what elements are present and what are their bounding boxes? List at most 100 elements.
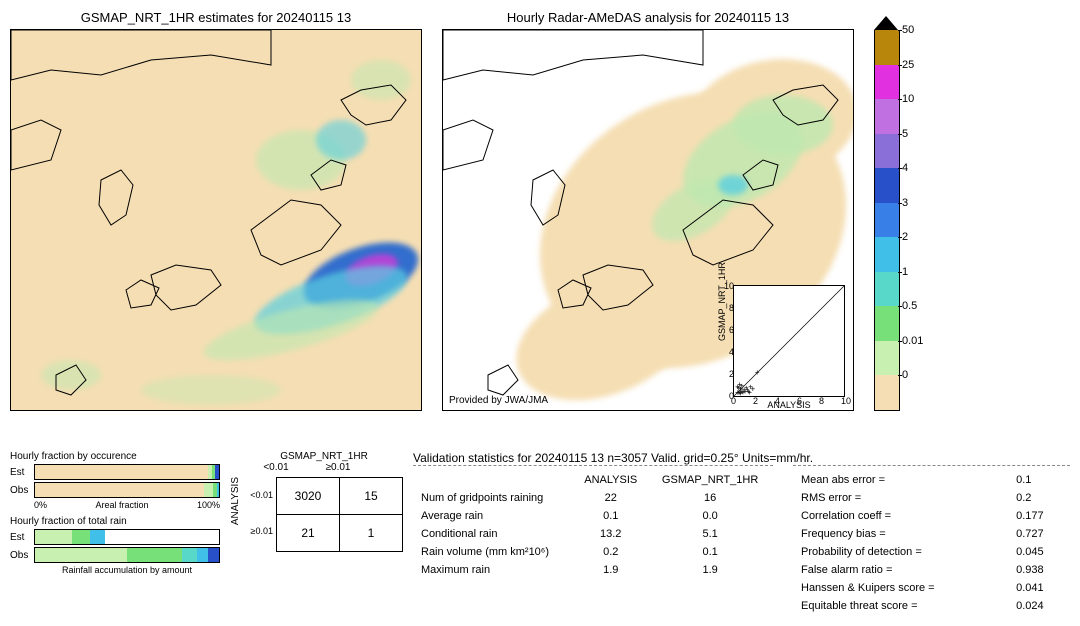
ct-cell-00: 3020 <box>277 478 340 515</box>
x-tick: 130°E <box>133 410 163 411</box>
left-map-panel: GSMAP_NRT_1HR estimates for 20240115 13 … <box>10 10 422 411</box>
stat-value-analysis: 1.9 <box>574 562 647 578</box>
stat-metric-value: 0.177 <box>1010 508 1068 524</box>
colorbar-segment <box>874 134 900 169</box>
contingency-row-header: ANALYSIS <box>230 477 241 525</box>
svg-text:+: + <box>755 368 760 377</box>
totalrain-title: Hourly fraction of total rain <box>10 516 220 527</box>
stat-label: Maximum rain <box>415 562 572 578</box>
x-tick: 140°E <box>269 410 299 411</box>
stat-metric-label: Probability of detection = <box>795 544 1008 560</box>
colorbar-segment <box>874 341 900 376</box>
occurrence-title: Hourly fraction by occurence <box>10 451 220 462</box>
colorbar-tick: 25 <box>902 59 914 71</box>
fraction-row-label: Obs <box>10 550 34 561</box>
right-map-panel: Hourly Radar-AMeDAS analysis for 2024011… <box>442 10 854 411</box>
contingency-col-header: GSMAP_NRT_1HR <box>245 451 403 462</box>
stat-metric-value: 0.938 <box>1010 562 1068 578</box>
colorbar-tick: 0 <box>902 369 908 381</box>
stat-metric-label: Hanssen & Kuipers score = <box>795 580 1008 596</box>
stat-value-gsmap: 0.0 <box>649 508 771 524</box>
stats-table-right: Mean abs error =0.1RMS error =0.2Correla… <box>793 470 1070 616</box>
colorbar-tick: 5 <box>902 128 908 140</box>
svg-text:+: + <box>748 382 753 391</box>
ct-cell-10: 21 <box>277 515 340 552</box>
scatter-xlabel: ANALYSIS <box>734 400 844 410</box>
x-tick: 135°E <box>633 410 663 411</box>
ct-col-ge: ≥0.01 <box>307 462 369 473</box>
stat-value-gsmap: 16 <box>649 490 771 506</box>
stats-panel: Validation statistics for 20240115 13 n=… <box>413 451 1070 616</box>
stat-metric-label: False alarm ratio = <box>795 562 1008 578</box>
colorbar-segment <box>874 375 900 411</box>
stat-metric-value: 0.1 <box>1010 472 1068 488</box>
left-map-title: GSMAP_NRT_1HR estimates for 20240115 13 <box>10 10 422 25</box>
colorbar-tick: 2 <box>902 231 908 243</box>
colorbar-segment <box>874 237 900 272</box>
left-map-box: 25°N30°N35°N40°N45°N125°E130°E135°E140°E… <box>10 29 422 411</box>
contingency-panel: ANALYSIS GSMAP_NRT_1HR <0.01 ≥0.01 <0.01… <box>230 451 403 616</box>
x-tick: 125°E <box>64 410 94 411</box>
stat-label: Num of gridpoints raining <box>415 490 572 506</box>
stats-col-header: ANALYSIS <box>574 472 647 488</box>
stat-metric-label: Mean abs error = <box>795 472 1008 488</box>
stat-value-gsmap: 5.1 <box>649 526 771 542</box>
colorbar-arrow-icon <box>874 16 898 30</box>
right-map-box: 25°N30°N35°N40°N45°N125°E130°E135°E140°E… <box>442 29 854 411</box>
colorbar-segment <box>874 168 900 203</box>
provided-label: Provided by JWA/JMA <box>449 395 548 406</box>
colorbar-tick: 4 <box>902 162 908 174</box>
colorbar-tick: 3 <box>902 197 908 209</box>
colorbar-segment <box>874 272 900 307</box>
colorbar-tick: 1 <box>902 266 908 278</box>
colorbar-tick: 0.5 <box>902 300 917 312</box>
stat-metric-value: 0.727 <box>1010 526 1068 542</box>
stats-col-header <box>415 472 572 488</box>
fraction-panel: Hourly fraction by occurence Est Obs 0% A… <box>10 451 220 616</box>
fraction-row-label: Obs <box>10 485 34 496</box>
stat-metric-value: 0.045 <box>1010 544 1068 560</box>
stats-col-header: GSMAP_NRT_1HR <box>649 472 771 488</box>
stat-label: Average rain <box>415 508 572 524</box>
colorbar-segment <box>874 99 900 134</box>
occ-axis-left: 0% <box>34 500 47 510</box>
maps-row: GSMAP_NRT_1HR estimates for 20240115 13 … <box>10 10 1070 411</box>
stat-value-analysis: 13.2 <box>574 526 647 542</box>
colorbar-segment <box>874 306 900 341</box>
occurrence-axis: 0% Areal fraction 100% <box>34 500 220 510</box>
svg-text:+: + <box>738 385 743 394</box>
stats-title: Validation statistics for 20240115 13 n=… <box>413 451 1070 465</box>
ct-row-ge: ≥0.01 <box>245 513 273 549</box>
ct-cell-11: 1 <box>340 515 403 552</box>
x-tick: 125°E <box>496 410 526 411</box>
stat-value-gsmap: 1.9 <box>649 562 771 578</box>
colorbar-tick: 10 <box>902 93 914 105</box>
stat-metric-value: 0.2 <box>1010 490 1068 506</box>
stat-metric-label: Frequency bias = <box>795 526 1008 542</box>
fraction-row-label: Est <box>10 467 34 478</box>
fraction-bar <box>34 482 220 498</box>
colorbar-segment <box>874 203 900 238</box>
x-tick: 145°E <box>338 410 368 411</box>
colorbar-segment <box>874 30 900 65</box>
tot-axis-label: Rainfall accumulation by amount <box>62 565 192 575</box>
stat-value-analysis: 0.2 <box>574 544 647 560</box>
fraction-bar <box>34 547 220 563</box>
scatter-inset: ++++++++++++++++++++ANALYSISGSMAP_NRT_1H… <box>733 285 845 397</box>
stat-label: Rain volume (mm km²10⁶) <box>415 544 572 560</box>
colorbar-segment <box>874 65 900 100</box>
stat-value-analysis: 22 <box>574 490 647 506</box>
fraction-row-label: Est <box>10 532 34 543</box>
stats-row: Hourly fraction by occurence Est Obs 0% A… <box>10 451 1070 616</box>
stat-metric-value: 0.041 <box>1010 580 1068 596</box>
stat-value-gsmap: 0.1 <box>649 544 771 560</box>
ct-row-lt: <0.01 <box>245 477 273 513</box>
stat-value-analysis: 0.1 <box>574 508 647 524</box>
occ-axis-right: 100% <box>197 500 220 510</box>
fraction-bar <box>34 529 220 545</box>
contingency-table: 3020 15 21 1 <box>276 477 403 552</box>
totalrain-axis: Rainfall accumulation by amount <box>34 565 220 575</box>
x-tick: 140°E <box>701 410 731 411</box>
colorbar-tick: 0.01 <box>902 335 923 347</box>
x-tick: 130°E <box>565 410 595 411</box>
